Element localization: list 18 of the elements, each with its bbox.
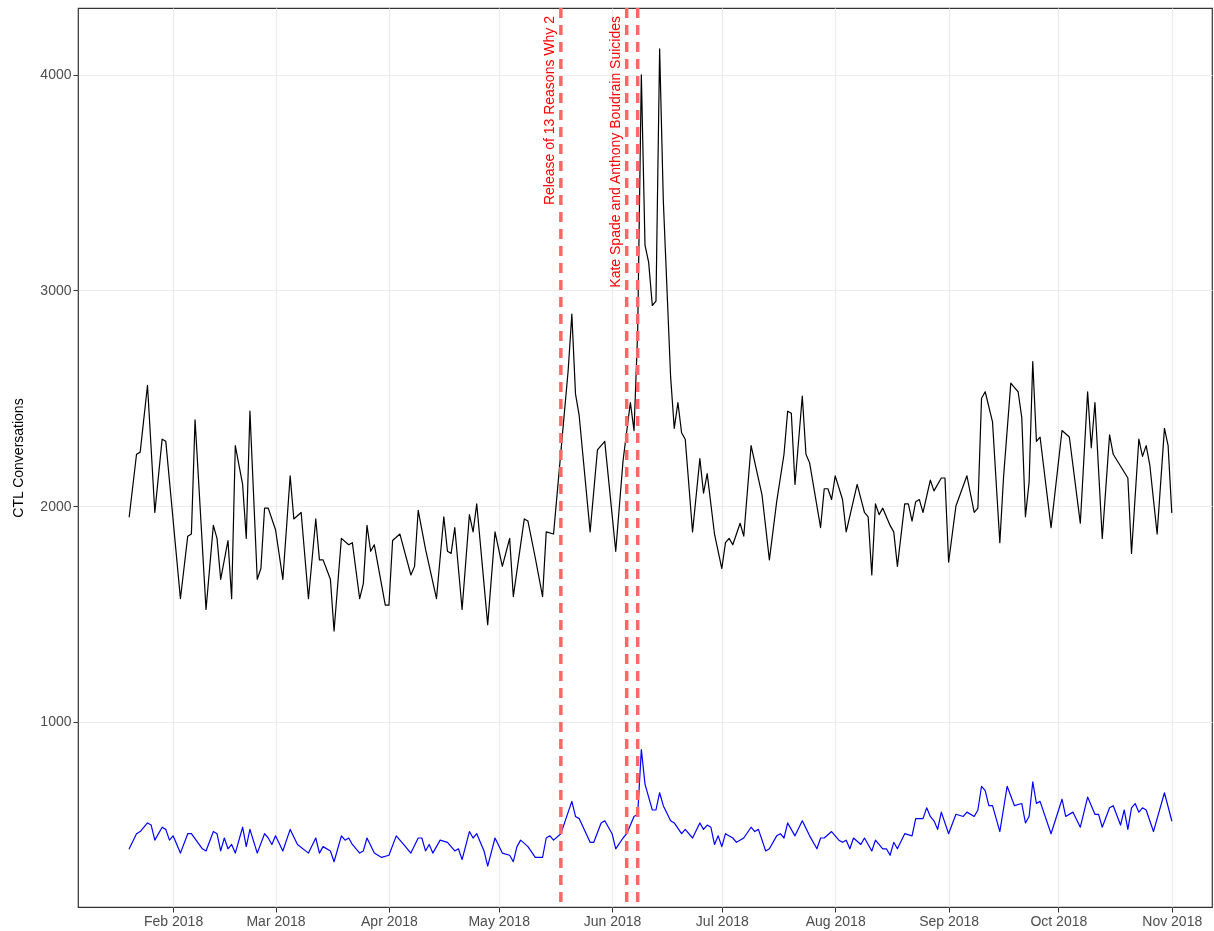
line-series (128, 749, 1173, 867)
x-tick-label: Jul 2018 (695, 912, 749, 929)
x-tick-label: Jun 2018 (583, 912, 642, 929)
x-tick-label: Mar 2018 (246, 912, 306, 929)
y-tick-label: 3000 (40, 281, 72, 298)
x-tick-label: Apr 2018 (361, 912, 419, 929)
y-tick-label: 2000 (40, 497, 72, 514)
x-tick-label: Sep 2018 (919, 912, 980, 929)
y-tick-label: 1000 (40, 713, 72, 730)
x-tick-label: Feb 2018 (144, 912, 204, 929)
x-tick-label: Nov 2018 (1142, 912, 1203, 929)
ref-line-label: Kate Spade and Anthony Boudrain Suicides (606, 16, 623, 288)
x-tick-label: Oct 2018 (1030, 912, 1088, 929)
y-tick-label: 4000 (40, 66, 72, 83)
x-tick-label: May 2018 (468, 912, 531, 929)
y-axis-title: CTL Conversations (10, 398, 27, 518)
ref-line-label: Release of 13 Reasons Why 2 (540, 15, 557, 206)
x-tick-label: Aug 2018 (805, 912, 866, 929)
